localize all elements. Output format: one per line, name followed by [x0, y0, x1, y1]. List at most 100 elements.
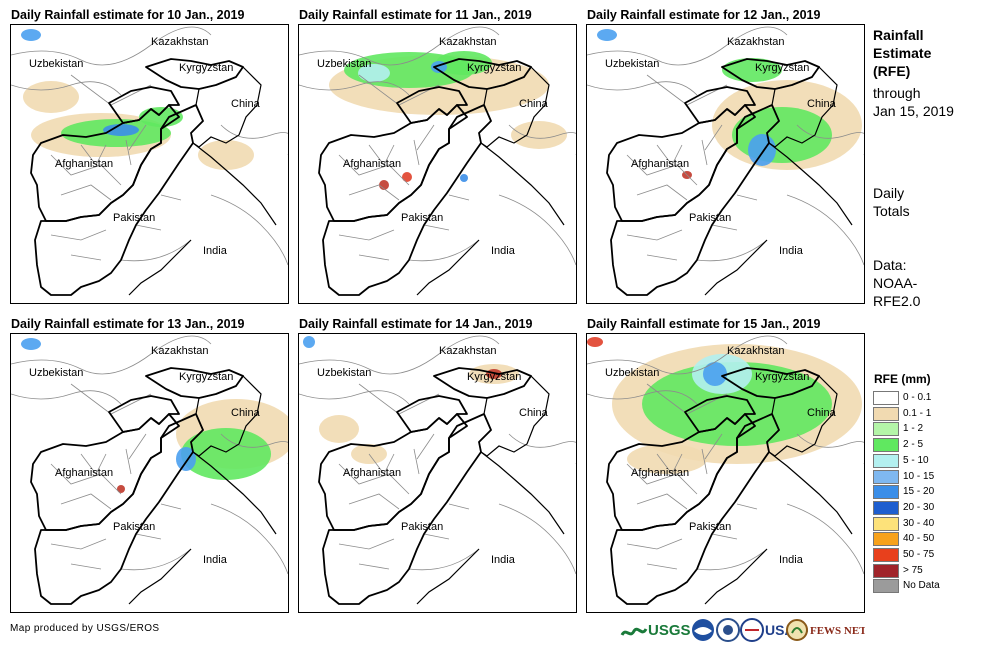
rainfall-area — [117, 485, 125, 493]
country-label-uzbekistan: Uzbekistan — [29, 367, 83, 379]
admin-boundary — [11, 335, 212, 375]
country-border — [396, 86, 468, 124]
country-border — [610, 413, 780, 605]
country-label-kyrgyzstan: Kyrgyzstan — [179, 371, 233, 383]
rainfall-area — [303, 336, 315, 348]
legend-swatch — [873, 548, 899, 562]
country-border — [416, 142, 565, 296]
panel-title: Daily Rainfall estimate for 14 Jan., 201… — [299, 317, 533, 331]
country-label-china: China — [231, 98, 261, 110]
rainfall-area — [21, 338, 41, 350]
country-label-kazakhstan: Kazakhstan — [151, 36, 208, 48]
country-border — [34, 413, 204, 605]
country-label-kyrgyzstan: Kyrgyzstan — [467, 371, 521, 383]
fews-net-logo: FEWS NET — [786, 619, 867, 641]
country-label-kyrgyzstan: Kyrgyzstan — [179, 62, 233, 74]
agency-logos: USGS USAID FEWS NET — [620, 617, 867, 643]
admin-boundary — [796, 433, 864, 464]
rainfall-map: Kazakhstan Uzbekistan Kyrgyzstan China Afgha… — [298, 333, 577, 613]
legend-label: 30 - 40 — [903, 517, 935, 529]
rainfall-area — [181, 428, 271, 480]
rainfall-area — [460, 174, 468, 182]
admin-boundary — [120, 548, 192, 571]
country-label-india: India — [779, 554, 804, 566]
country-label-kazakhstan: Kazakhstan — [727, 345, 784, 357]
country-label-india: India — [779, 245, 804, 257]
sidebar-daily: Daily Totals — [873, 184, 910, 220]
country-label-pakistan: Pakistan — [401, 521, 443, 533]
legend-swatch — [873, 422, 899, 437]
legend-swatch — [873, 500, 899, 515]
country-border — [322, 413, 492, 605]
country-label-china: China — [807, 98, 837, 110]
country-label-china: China — [807, 407, 837, 419]
legend-label: 5 - 10 — [903, 454, 929, 466]
country-label-kazakhstan: Kazakhstan — [439, 36, 496, 48]
rainfall-area — [139, 107, 183, 127]
rainfall-area — [642, 362, 832, 446]
country-label-afghanistan: Afghanistan — [631, 467, 689, 479]
admin-boundary — [626, 433, 723, 510]
admin-boundary — [498, 194, 576, 266]
country-label-pakistan: Pakistan — [401, 212, 443, 224]
admin-boundary — [120, 239, 192, 262]
rainfall-area — [103, 124, 139, 136]
admin-boundary — [587, 81, 698, 96]
rainfall-area — [597, 29, 617, 41]
admin-boundary — [338, 433, 435, 510]
admin-boundary — [338, 124, 435, 201]
admin-boundary — [626, 124, 723, 201]
country-label-pakistan: Pakistan — [113, 521, 155, 533]
country-border — [610, 104, 780, 296]
country-border — [108, 86, 180, 124]
legend-label: 50 - 75 — [903, 549, 935, 560]
admin-boundary — [587, 335, 788, 375]
country-label-kazakhstan: Kazakhstan — [151, 345, 208, 357]
legend-swatch — [873, 391, 899, 405]
country-label-china: China — [231, 407, 261, 419]
data-line: RFE2.0 — [873, 293, 921, 309]
usgs-logo: USGS — [620, 622, 691, 639]
rainfall-area — [198, 140, 254, 170]
legend-swatch — [873, 485, 899, 500]
country-border — [34, 104, 204, 296]
legend-label: 10 - 15 — [903, 470, 935, 482]
admin-boundary — [626, 194, 758, 261]
legend-label: 0.1 - 1 — [903, 407, 932, 419]
admin-boundary — [299, 390, 410, 405]
daily-line: Daily — [873, 185, 905, 201]
rainfall-area — [358, 64, 390, 82]
admin-boundary — [220, 433, 288, 464]
country-label-pakistan: Pakistan — [689, 212, 731, 224]
rainfall-map: Kazakhstan Uzbekistan Kyrgyzstan China Afgha… — [10, 24, 289, 304]
country-label-uzbekistan: Uzbekistan — [317, 367, 371, 379]
country-border — [396, 395, 468, 433]
admin-boundary — [299, 26, 500, 66]
country-label-afghanistan: Afghanistan — [631, 158, 689, 170]
admin-boundary — [50, 503, 182, 570]
data-line: NOAA- — [873, 275, 918, 291]
rainfall-area — [21, 29, 41, 41]
rainfall-area — [402, 172, 412, 182]
legend-swatch — [873, 532, 899, 547]
rainfall-map: Kazakhstan Uzbekistan Kyrgyzstan China Afgha… — [586, 333, 865, 613]
legend-swatch — [873, 453, 899, 468]
rainfall-area — [748, 134, 776, 166]
country-label-kyrgyzstan: Kyrgyzstan — [755, 371, 809, 383]
rainfall-area — [319, 415, 359, 443]
legend-label: 40 - 50 — [903, 533, 935, 545]
legend-swatch — [873, 406, 899, 421]
rainfall-area — [703, 362, 727, 386]
rainfall-map: Kazakhstan Uzbekistan Kyrgyzstan China Afgha… — [298, 24, 577, 304]
country-label-uzbekistan: Uzbekistan — [317, 58, 371, 70]
country-label-kazakhstan: Kazakhstan — [727, 36, 784, 48]
fews-net-logo-text: FEWS NET — [810, 625, 865, 637]
admin-boundary — [696, 239, 768, 262]
admin-boundary — [338, 503, 470, 570]
noaa-logo — [692, 619, 714, 641]
country-border — [128, 451, 277, 605]
title-line: Rainfall — [873, 27, 924, 43]
country-label-india: India — [491, 554, 516, 566]
legend-label: No Data — [903, 580, 940, 592]
rainfall-area — [627, 444, 707, 474]
